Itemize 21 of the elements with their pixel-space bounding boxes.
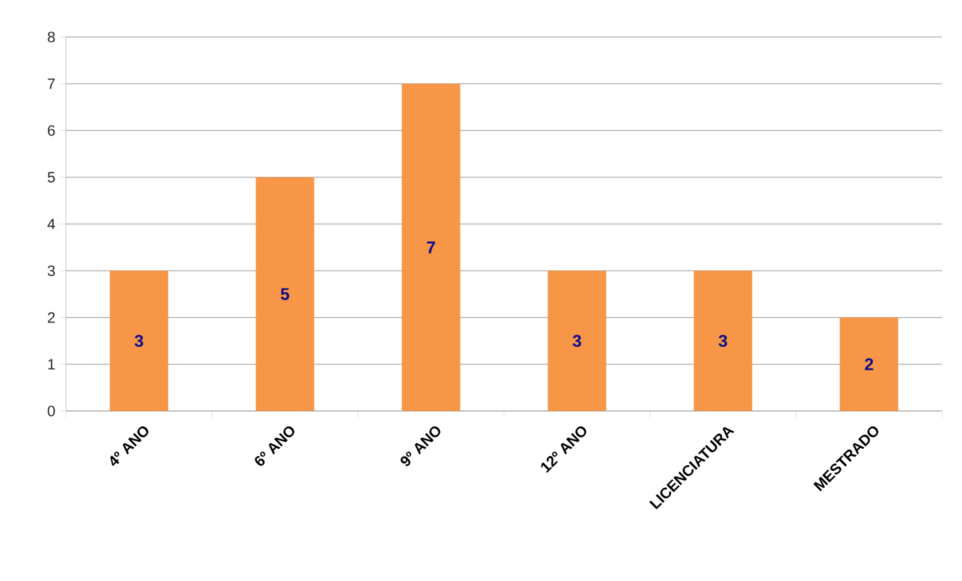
y-tick-label: 3 bbox=[48, 265, 55, 276]
y-tick-label: 6 bbox=[48, 125, 55, 136]
y-tick-label: 0 bbox=[48, 406, 55, 416]
y-tick-label: 2 bbox=[48, 312, 55, 323]
data-label: 3 bbox=[572, 334, 582, 347]
bar bbox=[694, 270, 752, 411]
y-tick-label: 7 bbox=[48, 78, 55, 89]
y-tick-label: 4 bbox=[47, 218, 56, 230]
y-tick-label: 5 bbox=[48, 172, 55, 182]
data-label: 2 bbox=[864, 358, 874, 370]
bar bbox=[256, 177, 314, 411]
bar bbox=[110, 270, 168, 411]
data-label: 3 bbox=[134, 334, 144, 347]
y-tick-label: 1 bbox=[48, 359, 55, 370]
data-label: 5 bbox=[280, 288, 290, 300]
bar bbox=[402, 84, 460, 411]
data-label: 3 bbox=[718, 334, 728, 347]
bar bbox=[840, 318, 898, 411]
bar bbox=[548, 270, 606, 411]
y-tick-label: 8 bbox=[48, 32, 55, 42]
data-label: 7 bbox=[427, 242, 435, 254]
